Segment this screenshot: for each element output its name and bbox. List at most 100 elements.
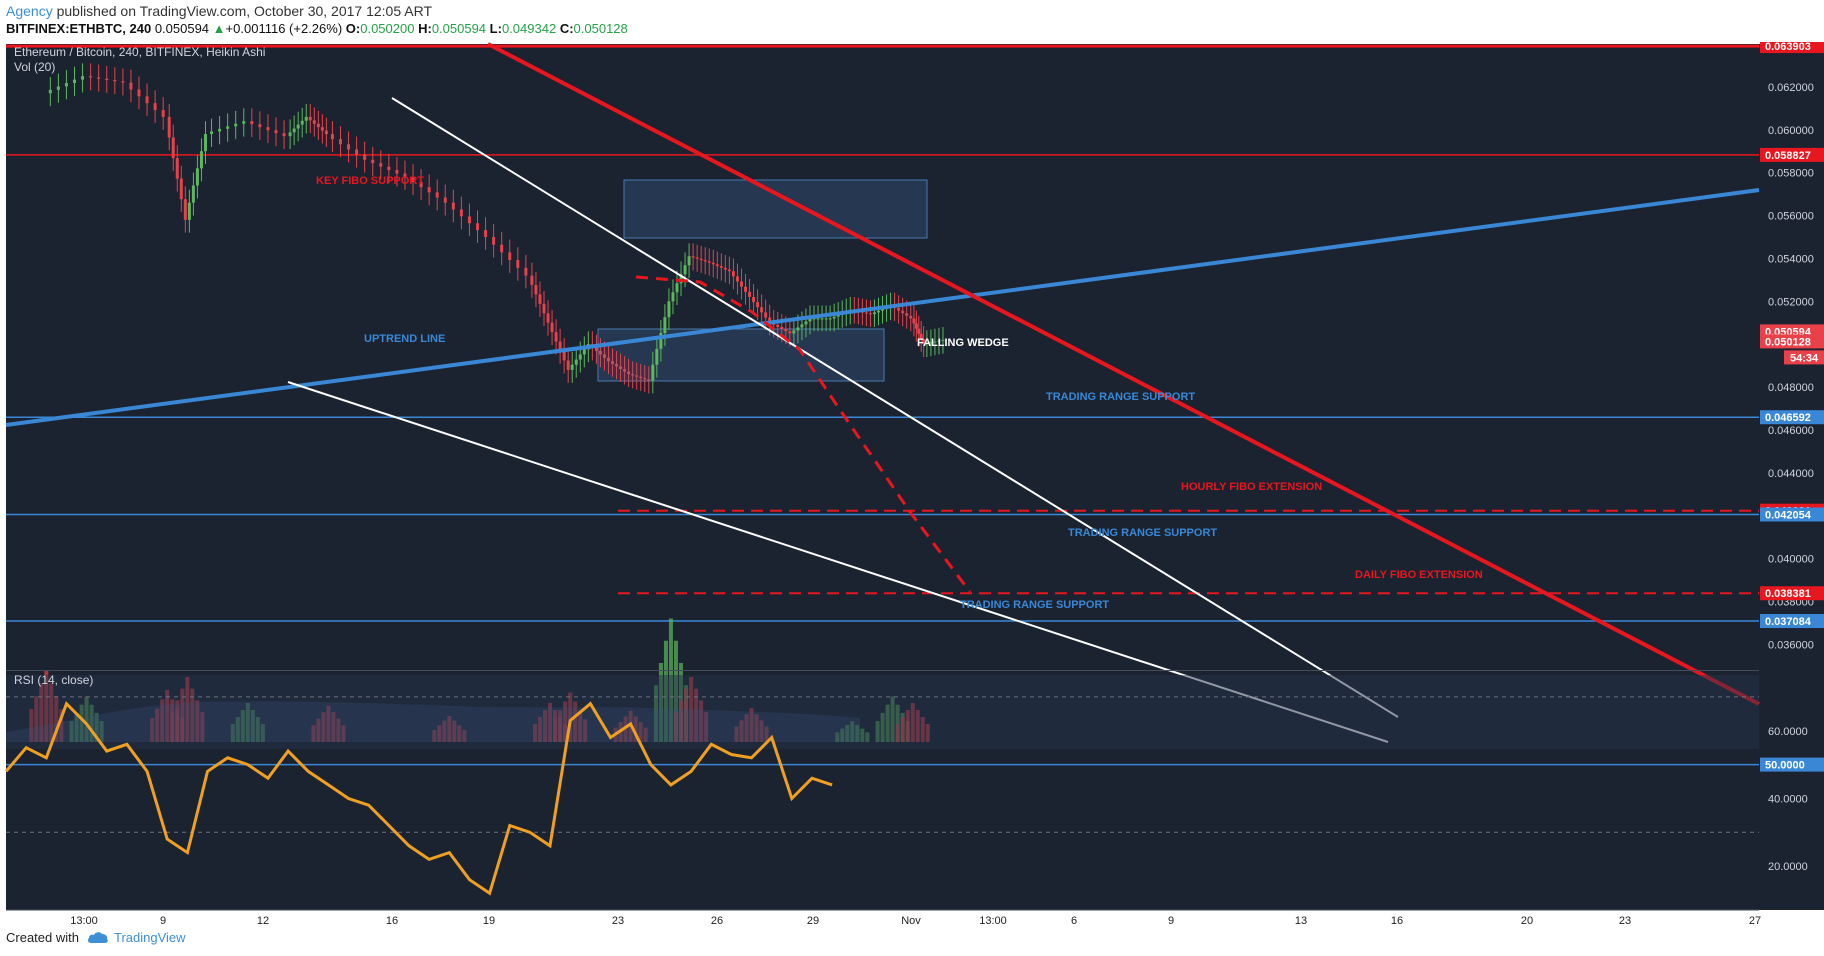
price-tick-label: 0.052000 [1768, 296, 1814, 308]
candle-body [929, 342, 933, 344]
level-badge [1760, 614, 1824, 629]
candle-body [145, 96, 149, 104]
candle-body [623, 369, 627, 372]
candle-body [288, 132, 292, 137]
time-tick-label: 13:00 [70, 915, 98, 926]
candle-body [731, 271, 735, 277]
candle-body [312, 120, 316, 124]
candle-body [619, 366, 623, 370]
candle-body [435, 192, 439, 198]
candle-body [467, 216, 471, 224]
candle-body [167, 116, 171, 138]
candle-body [897, 308, 901, 311]
candle-body [113, 80, 117, 82]
last-price: 0.050594 [154, 21, 210, 36]
candle-body [756, 302, 760, 308]
time-tick-label: 26 [711, 915, 723, 926]
brand-name: TradingView [113, 930, 186, 945]
candle-body [48, 89, 52, 94]
candle-body [363, 154, 367, 160]
candle-body [304, 116, 308, 121]
time-tick-label: 13:00 [979, 915, 1007, 926]
candle-body [574, 359, 578, 365]
candle-body [752, 296, 756, 303]
candle-body [546, 313, 550, 323]
candle-body [64, 83, 68, 87]
candle-body [443, 197, 447, 203]
level-badge-label: 0.046592 [1765, 412, 1811, 424]
candle-body [234, 123, 238, 127]
footer: Created with TradingView [6, 930, 186, 945]
level-badge-label: 0.037084 [1765, 616, 1812, 628]
candle-body [824, 318, 828, 320]
candle-body [909, 315, 913, 319]
candle-body [516, 260, 520, 268]
candle-body [492, 236, 496, 245]
tradingview-link[interactable]: TradingView [87, 930, 186, 945]
change-arrow-icon: ▲ [212, 21, 226, 36]
candle-body [427, 187, 431, 193]
candle-body [210, 131, 214, 135]
annotation-daily-fibo: DAILY FIBO EXTENSION [1355, 569, 1483, 581]
current-price-label: 0.050128 [1765, 336, 1811, 348]
price-tick-label: 0.058000 [1768, 168, 1814, 180]
candle-body [129, 82, 133, 90]
candle-body [411, 176, 415, 183]
candle-body [723, 267, 727, 270]
candle-body [719, 266, 723, 268]
candle-body [554, 332, 558, 342]
rsi-level-badge [1760, 757, 1824, 772]
price-tick-label: 0.056000 [1768, 211, 1814, 223]
time-tick-label: 6 [1071, 915, 1077, 926]
candle-body [784, 329, 788, 332]
high-value: 0.050594 [431, 21, 487, 36]
author-link[interactable]: Agency [6, 3, 53, 19]
level-badge [1760, 507, 1824, 522]
rsi-band [6, 675, 1759, 749]
candle-body [578, 354, 582, 360]
time-tick-label: 23 [1619, 915, 1631, 926]
time-tick-label: 9 [1168, 915, 1174, 926]
time-tick-label: 9 [160, 915, 166, 926]
price-tick-label: 0.060000 [1768, 125, 1814, 137]
candle-body [627, 371, 631, 375]
rsi-line [4, 700, 833, 896]
horizontal-levels [6, 44, 1759, 622]
time-tick-label: 23 [612, 915, 624, 926]
candle-body [663, 317, 667, 333]
candle-body [558, 341, 562, 351]
countdown-label: 54:34 [1790, 352, 1819, 364]
candle-body [912, 318, 916, 324]
chart-background [6, 44, 1759, 910]
candle-body [691, 256, 695, 258]
candle-body [199, 151, 203, 169]
candle-body [476, 223, 480, 231]
candle-body [768, 317, 772, 323]
annotation-hourly-fibo: HOURLY FIBO EXTENSION [1181, 481, 1322, 493]
price-chart[interactable]: KEY FIBO SUPPORT UPTREND LINE FALLING WE… [0, 42, 1824, 926]
candle-body [320, 127, 324, 131]
candle-body [715, 264, 719, 267]
low-value: 0.049342 [501, 21, 557, 36]
publish-info: published on TradingView.com, October 30… [56, 3, 432, 19]
candle-body [631, 374, 635, 376]
rsi-label: RSI (14, close) [14, 673, 93, 687]
candle-body [876, 310, 880, 313]
candle-body [655, 348, 659, 365]
candle-body [744, 286, 748, 292]
candle-body [484, 230, 488, 237]
annotation-uptrend: UPTREND LINE [364, 333, 445, 345]
annotation-falling-wedge: FALLING WEDGE [917, 337, 1009, 349]
candle-body [602, 354, 606, 358]
candle-body [153, 103, 157, 111]
candle-body [171, 137, 175, 159]
publish-line: Agency published on TradingView.com, Oct… [6, 3, 432, 19]
candle-body [816, 318, 820, 320]
candle-body [780, 326, 784, 330]
candle-body [812, 318, 816, 320]
candle-body [699, 258, 703, 261]
cloud-icon [87, 932, 108, 943]
candle-body [832, 316, 836, 319]
candle-body [403, 173, 407, 177]
